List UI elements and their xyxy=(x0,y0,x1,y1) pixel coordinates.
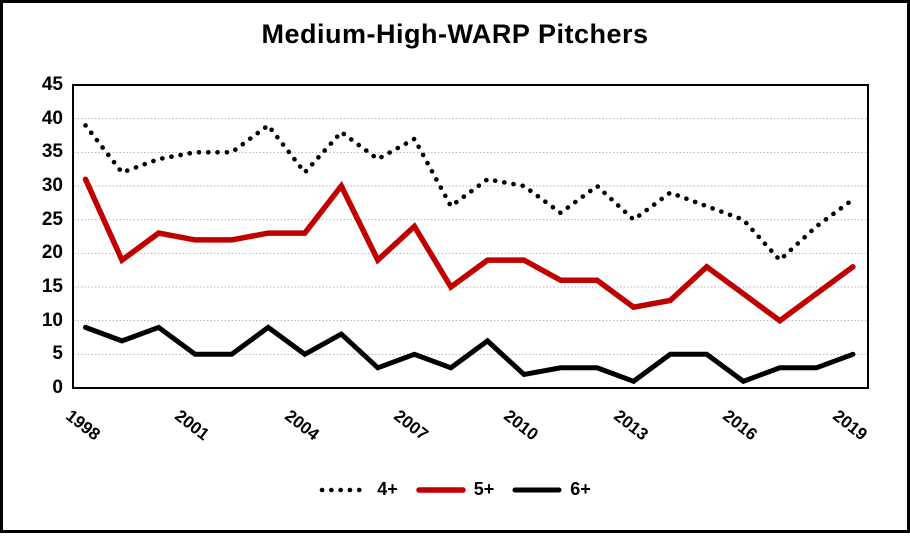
legend-item-6plus: 6+ xyxy=(512,479,591,500)
legend-sample-dotted xyxy=(319,487,369,492)
legend-sample-line xyxy=(415,486,466,493)
legend-item-4plus: 4+ xyxy=(319,479,398,500)
legend-label: 6+ xyxy=(570,479,591,499)
y-axis-tick-label: 40 xyxy=(41,107,63,129)
y-axis-tick-label: 45 xyxy=(41,74,63,95)
y-axis-tick-label: 15 xyxy=(41,276,63,297)
y-axis-tick-label: 20 xyxy=(41,242,63,264)
y-axis-tick-label: 35 xyxy=(41,141,63,163)
legend-item-5plus: 5+ xyxy=(415,479,495,500)
plot-border xyxy=(72,84,869,389)
y-axis-tick-label: 30 xyxy=(41,175,63,196)
y-axis-tick-label: 25 xyxy=(41,208,63,230)
legend-label: 5+ xyxy=(473,479,495,499)
series-5plus-line xyxy=(82,176,856,325)
y-axis-tick-label: 0 xyxy=(52,377,63,398)
legend-sample-line xyxy=(512,487,562,492)
legend-label: 4+ xyxy=(377,479,398,499)
y-axis-tick-label: 5 xyxy=(52,343,63,365)
legend: 4+ 5+ 6+ xyxy=(3,479,907,500)
series-6plus-line xyxy=(83,324,856,385)
chart-title: Medium-High-WARP Pitchers xyxy=(261,19,649,49)
plot-area xyxy=(72,84,869,389)
y-axis-tick-label: 10 xyxy=(41,309,63,331)
